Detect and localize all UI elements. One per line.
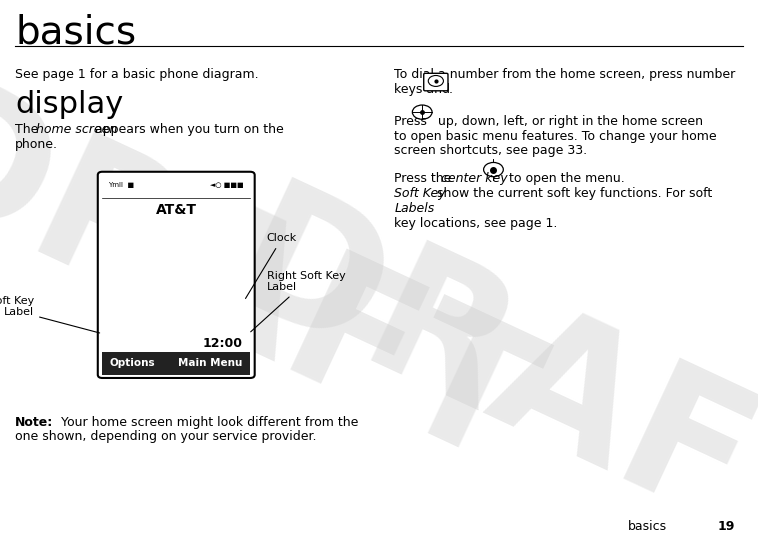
Text: .: . [449,83,453,96]
Bar [102,352,250,375]
Text: display: display [15,90,124,119]
Text: To dial a number from the home screen, press number: To dial a number from the home screen, p… [394,68,735,82]
Text: DRAFT: DRAFT [202,171,758,547]
Text: Right Soft Key
Label: Right Soft Key Label [251,271,346,332]
Text: Press the: Press the [394,172,456,185]
Text: up, down, left, or right in the home screen: up, down, left, or right in the home scr… [434,115,703,128]
Text: keys and: keys and [394,83,454,96]
Text: basics: basics [628,520,667,533]
Text: Note:: Note: [15,416,53,429]
Text: to open basic menu features. To change your home: to open basic menu features. To change y… [394,130,717,143]
Text: one shown, depending on your service provider.: one shown, depending on your service pro… [15,430,317,444]
Text: basics: basics [15,14,136,51]
FancyBboxPatch shape [424,73,448,91]
Text: Left Soft Key
Label: Left Soft Key Label [0,295,99,333]
Text: to open the menu.: to open the menu. [505,172,628,185]
Text: Clock: Clock [246,234,297,299]
FancyBboxPatch shape [98,172,255,378]
Text: center key: center key [441,172,508,185]
Text: key locations, see page 1.: key locations, see page 1. [394,217,558,230]
Text: 12:00: 12:00 [202,336,243,350]
Text: The: The [15,123,42,136]
Text: Soft Key: Soft Key [394,187,446,200]
Text: phone.: phone. [15,138,58,151]
Text: ◄○ ■■■: ◄○ ■■■ [211,182,244,188]
Text: Press: Press [394,115,431,128]
Text: home screen: home screen [36,123,117,136]
Text: screen shortcuts, see page 33.: screen shortcuts, see page 33. [394,144,587,158]
Text: appears when you turn on the: appears when you turn on the [91,123,283,136]
Text: show the current soft key functions. For soft: show the current soft key functions. For… [433,187,712,200]
Text: Main Menu: Main Menu [178,358,243,368]
Text: DRAFT: DRAFT [0,62,556,507]
Text: 19: 19 [718,520,735,533]
Text: Ymll  ■: Ymll ■ [108,182,134,188]
Text: Labels: Labels [394,202,434,215]
Text: Your home screen might look different from the: Your home screen might look different fr… [57,416,359,429]
Text: AT&T: AT&T [155,203,197,218]
Text: Options: Options [110,358,155,368]
Text: See page 1 for a basic phone diagram.: See page 1 for a basic phone diagram. [15,68,258,82]
